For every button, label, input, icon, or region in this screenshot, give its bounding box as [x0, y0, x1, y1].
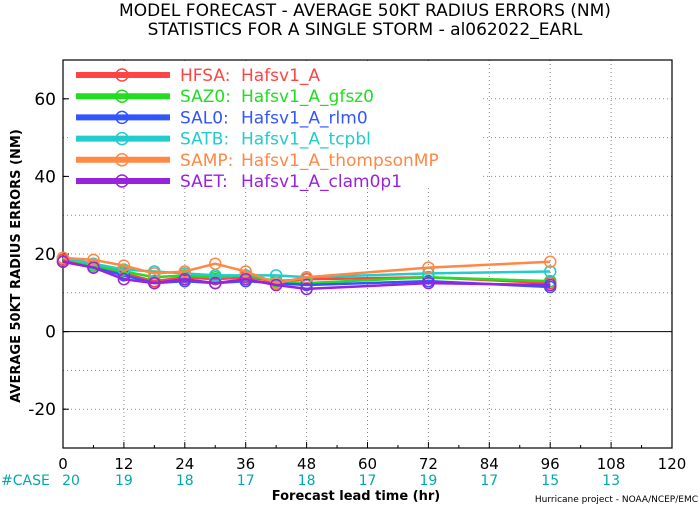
case-count: 18: [176, 473, 194, 489]
data-point: [209, 276, 222, 290]
legend-series-name: HFSA:: [180, 66, 230, 86]
legend: HFSA: Hafsv1_A SAZ0: Hafsv1_A_gfsz0 SAL0: Haf…: [70, 64, 480, 192]
legend-series-name: SAET:: [180, 172, 228, 192]
y-axis-label: AVERAGE 50KT RADIUS ERRORS (NM): [9, 129, 24, 403]
data-point: [300, 278, 313, 292]
legend-item: SAZ0: Hafsv1_A_gfsz0: [76, 87, 374, 107]
legend-swatch-marker: [115, 174, 129, 188]
legend-swatch-marker: [115, 68, 129, 82]
legend-series-desc: Hafsv1_A: [241, 66, 320, 86]
data-point: [56, 255, 70, 269]
y-tick-label: 40: [34, 167, 56, 187]
legend-item: SAMP: Hafsv1_A_thompsonMP: [76, 151, 439, 171]
data-point: [422, 276, 435, 290]
data-point: [178, 265, 192, 278]
data-point: [300, 282, 313, 296]
data-point: [117, 263, 131, 276]
series-line: [62, 260, 551, 291]
series-line: [62, 256, 551, 279]
chart-title: MODEL FORECAST - AVERAGE 50KT RADIUS ERR…: [119, 1, 611, 21]
legend-series-desc: Hafsv1_A_gfsz0: [241, 87, 374, 107]
case-count: 18: [298, 473, 316, 489]
y-tick-label: 0: [45, 323, 56, 343]
legend-series-desc: Hafsv1_A_clam0p1: [241, 172, 402, 192]
series-line: [62, 256, 551, 285]
data-point: [543, 278, 557, 292]
case-label: #CASE: [1, 473, 50, 489]
legend-series-desc: Hafsv1_A_thompsonMP: [241, 151, 439, 171]
y-tick-label: 60: [34, 90, 56, 110]
series-layer: [56, 251, 557, 296]
x-tick-label: 108: [597, 455, 626, 473]
legend-item: SAL0: Hafsv1_A_rlm0: [76, 108, 368, 128]
case-count: 17: [359, 473, 377, 489]
data-point: [269, 278, 283, 292]
data-point: [117, 259, 131, 272]
data-point: [543, 255, 557, 269]
legend-series-name: SAMP:: [180, 151, 233, 171]
legend-swatch-marker: [115, 131, 129, 146]
case-count: 17: [237, 473, 255, 489]
data-point: [209, 257, 222, 270]
legend-swatch-marker: [115, 153, 129, 167]
y-tick-label: -20: [28, 400, 56, 420]
case-count: 20: [62, 473, 80, 489]
legend-background: [70, 64, 480, 186]
axes: 0 12 24 36 48 60 72 84 96 108 120 -20 0 20 40 60: [28, 59, 687, 473]
legend-series-desc: Hafsv1_A_tcpbl: [241, 130, 371, 150]
legend-series-name: SAL0:: [180, 108, 229, 128]
case-count: 13: [602, 473, 620, 489]
chart-subtitle: STATISTICS FOR A SINGLE STORM - al062022…: [148, 20, 583, 40]
case-counts: #CASE 20 19 18 17 18 17 19 17 15 13: [1, 473, 620, 489]
data-point: [56, 251, 70, 265]
data-point: [87, 257, 100, 270]
legend-item: SATB: Hafsv1_A_tcpbl: [76, 130, 371, 150]
series-line: [62, 258, 551, 285]
case-count: 15: [541, 473, 559, 489]
x-tick-label: 0: [58, 455, 68, 473]
data-point: [117, 272, 131, 286]
credit-text: Hurricane project - NOAA/NCEP/EMC: [535, 495, 698, 505]
x-tick-label: 96: [541, 455, 560, 473]
x-tick-label: 84: [480, 455, 499, 473]
x-tick-label: 60: [358, 455, 377, 473]
data-point: [239, 269, 252, 282]
x-tick-label: 36: [236, 455, 255, 473]
data-point: [543, 265, 557, 278]
legend-swatch-marker: [115, 89, 129, 103]
data-point: [239, 272, 252, 286]
data-point: [269, 269, 283, 282]
legend-series-name: SATB:: [180, 130, 229, 150]
data-point: [178, 272, 192, 286]
data-point: [239, 265, 252, 278]
x-tick-label: 48: [297, 455, 316, 473]
x-tick-label: 24: [175, 455, 194, 473]
legend-item: SAET: Hafsv1_A_clam0p1: [76, 172, 402, 192]
series-saet: [56, 255, 557, 296]
data-point: [87, 261, 100, 274]
x-tick-label: 72: [419, 455, 438, 473]
case-count: 19: [115, 473, 133, 489]
legend-swatch-marker: [115, 110, 129, 125]
x-tick-label: 12: [114, 455, 133, 473]
x-axis-label: Forecast lead time (hr): [272, 489, 440, 504]
legend-series-name: SAZ0:: [180, 87, 231, 107]
x-tick-label: 120: [658, 455, 687, 473]
data-point: [148, 276, 161, 290]
y-tick-label: 20: [34, 245, 56, 265]
data-point: [87, 253, 100, 267]
data-point: [148, 267, 161, 280]
legend-series-desc: Hafsv1_A_rlm0: [241, 108, 368, 128]
case-count: 17: [480, 473, 498, 489]
case-count: 19: [419, 473, 437, 489]
data-point: [422, 261, 435, 274]
legend-item: HFSA: Hafsv1_A: [76, 66, 320, 86]
